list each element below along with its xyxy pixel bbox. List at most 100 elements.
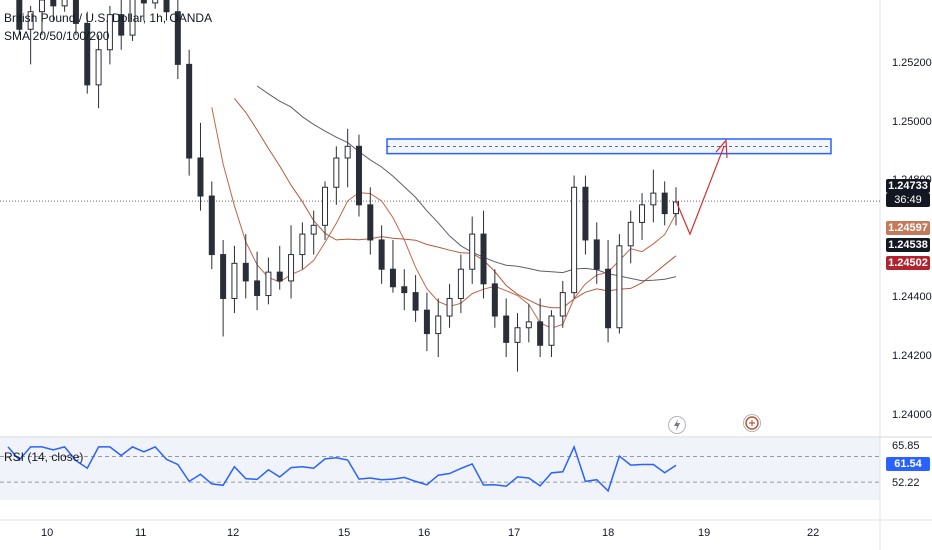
projection-arrow [675,138,728,236]
candle [242,234,249,299]
candle [605,239,612,343]
candle [446,283,453,328]
countdown-tag: 36:49 [886,193,930,207]
candle [571,175,578,299]
candle [27,5,34,65]
y-tick-label: 1.25000 [892,115,932,128]
candle-body [95,49,102,86]
candle [514,313,521,372]
candle [95,35,102,109]
x-tick-label: 16 [418,527,431,539]
candle-body [333,157,340,188]
candle [72,0,79,36]
x-tick-label: 18 [602,527,615,539]
x-tick-label: 19 [698,527,711,539]
last-price-tag: 1.24733 [886,179,930,193]
sma-line-mid [234,98,677,309]
calendar-event-icon[interactable] [743,414,761,432]
sma-tag-1: 1.24597 [886,221,930,235]
rsi-line [7,444,677,493]
candle-body [469,233,476,270]
candle [616,234,623,334]
x-tick-label: 10 [41,527,54,539]
lightning-icon[interactable] [668,416,686,434]
x-tick-label: 17 [508,527,521,539]
candle [344,128,351,188]
candle [401,269,408,311]
candle-body [208,195,215,256]
candle-body [605,268,612,329]
candle-body [582,186,589,241]
candle-body [242,262,249,282]
candle-body [84,22,91,86]
candle [50,0,57,21]
candle [525,304,532,343]
candle-body [446,297,453,317]
candle [174,0,181,80]
rsi-upper-level: 65.85 [892,440,920,452]
candle-body [412,292,419,311]
candle-body [50,0,57,7]
candle [537,298,544,357]
rsi-label: RSI (14, close) [4,450,84,464]
candle [186,49,193,176]
candle [106,5,113,65]
y-tick-label: 1.24200 [892,349,932,362]
candle-body [627,221,634,247]
candle [593,222,600,284]
candle-body [140,0,147,4]
candle [265,257,272,305]
arrow-head [715,138,728,159]
y-tick-label: 1.24400 [892,291,932,304]
candle [469,216,476,284]
candle [627,210,634,264]
candle-body [231,262,238,299]
candle-body [389,268,396,288]
candle-body [548,315,555,346]
candle-body [118,14,125,36]
candle-body [559,292,566,317]
rsi-panel [0,444,880,493]
candle [457,254,464,314]
sma-tag-3: 1.24502 [886,256,930,270]
candle [276,245,283,290]
candle [231,245,238,314]
candle [423,292,430,352]
candle [367,187,374,255]
candle-body [220,254,227,299]
candle-body [163,0,170,13]
candle [412,275,419,322]
candle [650,169,657,223]
candle-body [276,271,283,282]
candle-body [288,254,295,282]
candle-body [480,233,487,285]
candle-body [310,224,317,235]
candle [333,146,340,205]
candle-body [525,321,532,329]
candle [480,210,487,299]
rsi-background [0,438,880,500]
candle-body [661,192,668,215]
candle [582,175,589,255]
candle [559,280,566,328]
candle-body [355,145,362,206]
candle-body [537,321,544,346]
candle [61,0,68,12]
x-tick-label: 15 [338,527,351,539]
candle-body [129,0,136,36]
arrow-path [675,146,725,236]
candle-body [38,0,45,13]
x-tick-label: 12 [227,527,240,539]
sma-tag-2: 1.24538 [886,238,930,252]
candle-body [344,145,351,159]
candle [435,298,442,357]
candle-body [514,327,521,343]
candle-body [61,0,68,7]
candle [163,0,170,21]
candle [548,310,555,357]
candle [197,122,204,211]
indicator-label: SMA 20/50/100/200 [4,29,110,43]
candle-body [16,0,23,30]
resistance-zone [386,138,832,155]
